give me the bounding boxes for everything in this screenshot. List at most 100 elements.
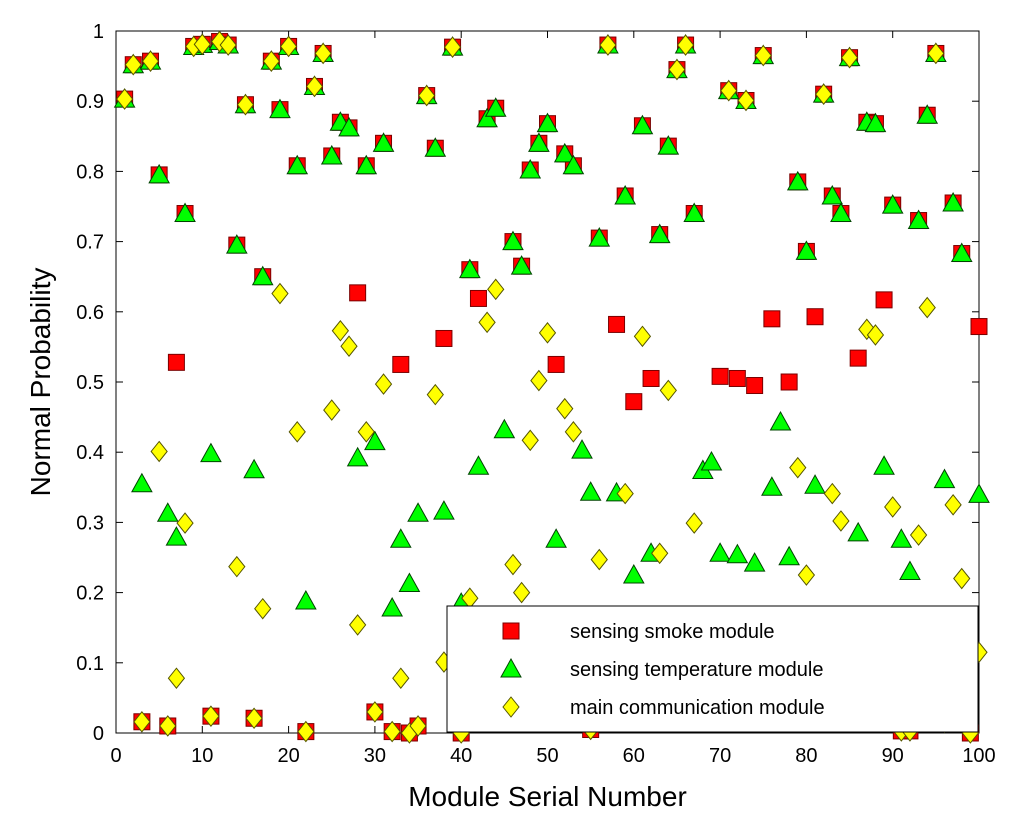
communication-point [927,42,945,65]
communication-point [676,34,695,56]
smoke-point [435,329,453,347]
y-tick-label: 1 [93,21,104,43]
communication-point [512,581,531,604]
y-tick-label: 0.5 [76,372,104,394]
communication-point [150,440,168,463]
x-tick-label: 20 [277,745,299,767]
communication-point [418,84,436,107]
communication-point [487,278,505,301]
temperature-point [156,502,179,522]
temperature-point [950,242,973,263]
communication-point [616,482,634,505]
communication-point [909,524,928,546]
x-tick-label: 30 [364,745,386,767]
temperature-point [536,112,559,133]
temperature-point [899,560,921,581]
smoke-point [469,289,487,307]
legend-label: sensing temperature module [570,659,823,681]
communication-point [633,325,652,348]
temperature-point [553,142,576,163]
temperature-point [338,116,360,137]
temperature-point [761,476,783,496]
temperature-point [502,230,524,251]
communication-point [884,496,902,518]
communication-point [918,296,936,319]
temperature-point [631,114,654,135]
communication-point [564,421,583,443]
communication-point [124,53,142,76]
series-diamond [115,30,988,744]
temperature-point [433,500,455,520]
smoke-point [547,355,565,373]
temperature-point [700,450,723,471]
communication-point [443,36,462,58]
axis-titles: Module Serial Number Normal Probability [25,268,687,812]
temperature-point [778,545,800,566]
communication-point [832,510,850,532]
data-points [113,30,990,744]
communication-point [504,553,522,576]
communication-point [245,707,263,730]
legend-label: sensing smoke module [570,621,775,643]
temperature-point [907,209,930,230]
communication-point [176,512,194,534]
x-tick-label: 90 [882,745,904,767]
x-tick-label: 80 [795,745,817,767]
smoke-point [875,291,893,309]
temperature-point [933,468,956,489]
smoke-point [970,318,988,336]
temperature-point [269,98,291,119]
temperature-point [545,528,567,548]
communication-point [262,50,280,72]
temperature-point [320,144,343,165]
temperature-point [726,543,749,564]
communication-point [953,567,971,590]
axis-ticks: 0 10 20 30 40 50 60 70 80 90 100 0 0.1 0.2 0.3 0.4 0.5 0.… [76,21,996,767]
communication-point [599,34,617,56]
communication-point [348,614,367,636]
communication-point [271,282,289,305]
temperature-point [346,446,369,467]
communication-point [668,58,686,81]
x-axis-label: Module Serial Number [408,781,687,812]
smoke-point [625,393,643,411]
temperature-point [648,223,671,244]
temperature-point [804,474,826,494]
temperature-point [424,137,447,157]
communication-point [228,555,246,578]
communication-point [288,421,306,443]
communication-point [789,456,807,479]
temperature-point [821,184,844,205]
temperature-point [364,430,386,451]
smoke-point [746,377,764,395]
y-tick-label: 0.9 [76,91,104,113]
communication-point [202,705,220,727]
communication-point [530,369,548,392]
smoke-point [349,284,367,302]
communication-point [323,399,341,421]
legend-marker-diamond [502,696,520,718]
smoke-point [392,355,410,373]
legend-box [446,605,979,733]
y-tick-label: 0.1 [76,653,104,675]
communication-point [141,50,160,72]
temperature-point [528,132,550,152]
communication-point [159,715,177,737]
communication-point [590,548,608,571]
communication-point [357,421,375,443]
temperature-point [407,502,429,522]
temperature-point [614,184,637,205]
temperature-point [251,265,274,286]
temperature-point [225,234,248,254]
communication-point [659,379,677,402]
legend-marker-triangle [500,657,522,678]
communication-point [340,335,358,357]
communication-point [314,42,332,65]
temperature-point [243,458,265,479]
communication-point [840,46,859,69]
temperature-point [355,154,378,175]
temperature-point [881,194,904,214]
y-tick-label: 0.3 [76,512,104,534]
smoke-point [806,308,824,326]
